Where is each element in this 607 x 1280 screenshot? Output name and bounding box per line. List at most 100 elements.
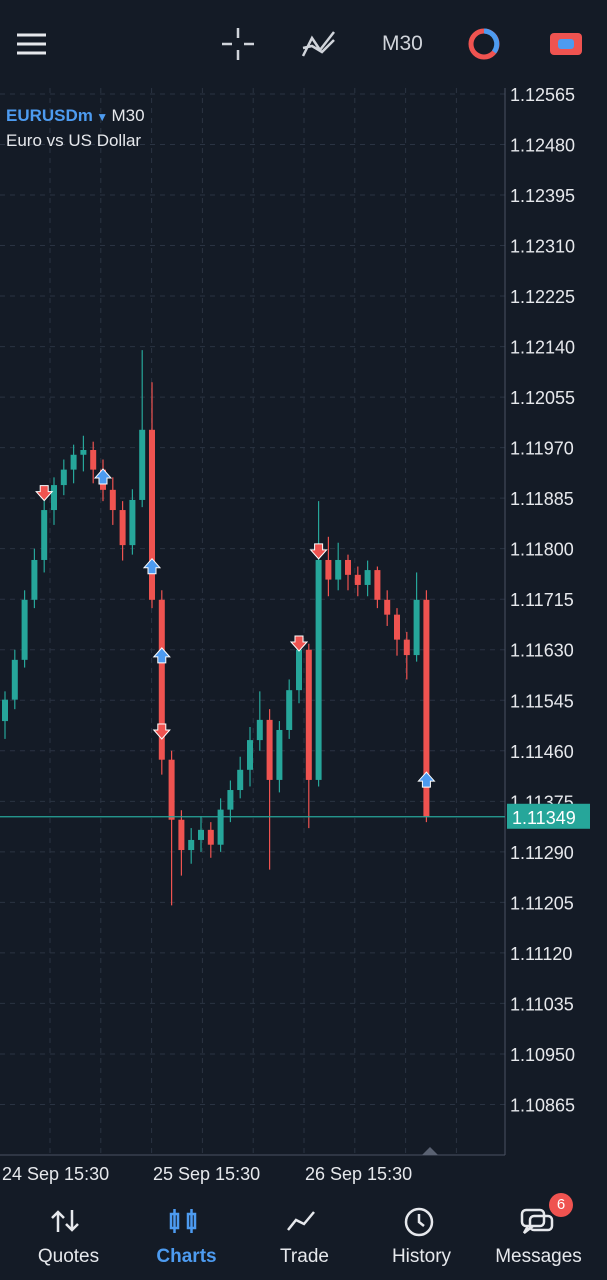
candle-body <box>413 599 420 656</box>
candle-body <box>296 649 302 691</box>
candle-body <box>41 510 48 560</box>
candle-body <box>80 450 87 455</box>
candle-body <box>11 659 18 700</box>
bottom-nav: Quotes Charts Trade History Messages <box>0 1190 607 1280</box>
bid-label-box <box>507 803 590 829</box>
x-tick-label: 26 Sep 15:30 <box>305 1164 412 1184</box>
y-tick-label: 1.11290 <box>510 843 574 863</box>
nav-icon <box>404 1207 434 1237</box>
candle-body <box>168 759 175 820</box>
candle-body <box>188 839 195 851</box>
nav-tab[interactable]: Trade <box>246 1190 363 1280</box>
trade-button[interactable] <box>468 28 500 60</box>
sell-marker <box>289 635 309 652</box>
nav-tab[interactable]: Messages <box>480 1190 597 1280</box>
y-tick-label: 1.12395 <box>510 186 575 206</box>
candle-body <box>207 829 214 845</box>
candle-body <box>109 489 116 511</box>
y-tick-label: 1.11970 <box>510 439 574 459</box>
candle-body <box>335 559 342 580</box>
candle-body <box>158 599 165 760</box>
chart-timeframe: M30 <box>111 106 145 125</box>
candle-body <box>90 450 97 470</box>
candle-body <box>384 599 391 615</box>
y-tick-label: 1.11630 <box>510 641 574 661</box>
chart: 1.12565 1.12480 1.12395 1.12310 1.12225 1.121… <box>0 88 590 1184</box>
candle-body <box>315 559 322 780</box>
candle-body <box>345 559 351 575</box>
nav-tab[interactable]: Quotes <box>10 1190 127 1280</box>
nav-tab[interactable]: Charts <box>128 1190 245 1280</box>
candle-body <box>256 719 263 741</box>
buy-marker <box>142 557 162 575</box>
y-tick-label: 1.11035 <box>510 994 574 1014</box>
candle-body <box>403 639 410 656</box>
candle-body <box>149 429 155 600</box>
timeframe-button[interactable]: M30 <box>382 32 423 55</box>
nav-tab[interactable]: History <box>363 1190 480 1280</box>
messages-badge: 6 <box>549 1193 573 1217</box>
candle-body <box>21 599 28 660</box>
symbol[interactable]: EURUSDm <box>6 106 93 125</box>
symbol-dropdown[interactable]: ▼ <box>92 110 112 124</box>
sell-marker <box>309 543 328 560</box>
candle-body <box>178 819 185 851</box>
x-tick-label: 25 Sep 15:30 <box>153 1164 260 1184</box>
y-tick-label: 1.11120 <box>510 944 572 964</box>
crosshair-button[interactable] <box>222 28 254 60</box>
y-tick-label: 1.11205 <box>510 893 574 913</box>
candle-body <box>237 769 244 791</box>
candle-body <box>227 790 234 810</box>
candle-body <box>276 729 283 780</box>
y-tick-label: 1.12480 <box>510 135 575 155</box>
y-tick-label: 1.11545 <box>510 691 574 711</box>
account-button[interactable] <box>550 33 582 55</box>
candle-body <box>423 599 430 817</box>
x-tick-label: 24 Sep 15:30 <box>2 1164 109 1184</box>
nav-label: Trade <box>280 1246 329 1267</box>
toolbar: M30 <box>0 0 607 88</box>
y-tick-label: 1.11885 <box>510 489 574 509</box>
buy-marker <box>152 647 171 664</box>
candle-body <box>70 454 77 470</box>
nav-label: Charts <box>156 1246 217 1267</box>
sell-marker <box>35 485 54 502</box>
candle-body <box>266 719 273 780</box>
indicators-button[interactable] <box>301 31 335 57</box>
candle-body <box>305 649 312 780</box>
nav-icon <box>51 1210 79 1232</box>
y-tick-label: 1.11460 <box>510 742 574 762</box>
y-tick-label: 1.12565 <box>510 88 575 105</box>
y-tick-label: 1.12140 <box>510 338 575 358</box>
candle-body <box>139 429 146 500</box>
candle-body <box>354 574 361 585</box>
symbol-description: Euro vs US Dollar <box>6 131 142 150</box>
candle-body <box>394 614 400 640</box>
nav-icon <box>169 1209 197 1233</box>
nav-label: Messages <box>495 1246 582 1267</box>
candle-body <box>51 485 57 511</box>
y-tick-label: 1.11715 <box>510 590 574 610</box>
candle-body <box>217 809 224 845</box>
candle-body <box>129 499 136 546</box>
nav-icon <box>287 1211 315 1231</box>
nav-label: History <box>391 1246 452 1267</box>
candle-body <box>31 559 38 600</box>
candle-body <box>247 740 253 770</box>
nav-label: Quotes <box>37 1246 100 1267</box>
candle-body <box>374 570 381 600</box>
y-tick-label: 1.10950 <box>510 1045 575 1065</box>
candle-body <box>198 829 204 840</box>
plot-background <box>0 88 505 1155</box>
y-tick-label: 1.12310 <box>510 237 575 257</box>
nav-icon <box>520 1208 554 1234</box>
candle-body <box>364 570 371 585</box>
candle-body <box>325 559 332 580</box>
toolbar-icons <box>17 28 582 60</box>
candle-body <box>286 690 293 730</box>
candle-body <box>2 699 8 722</box>
y-tick-label: 1.11800 <box>510 540 574 560</box>
menu-button[interactable] <box>17 33 46 55</box>
candle-body <box>119 510 126 546</box>
